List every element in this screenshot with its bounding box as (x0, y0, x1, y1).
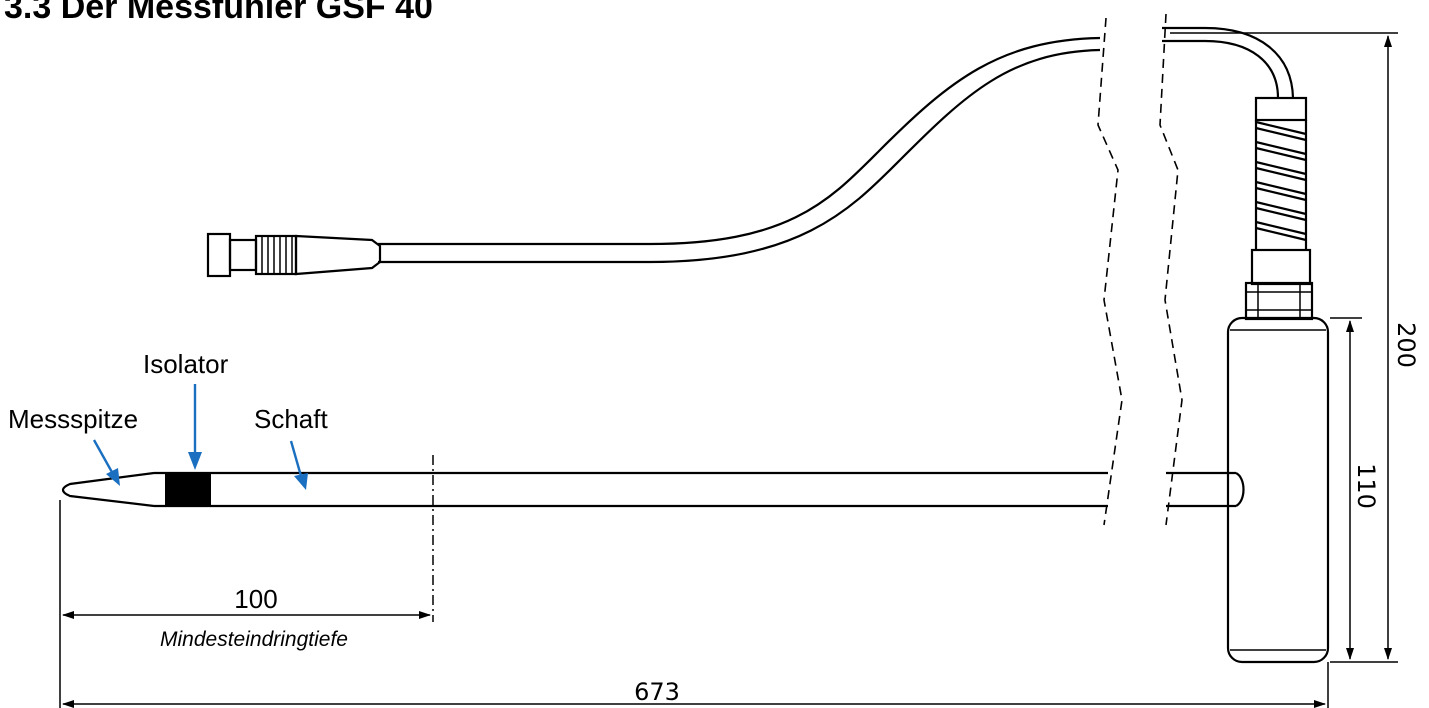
connector-grip (254, 234, 298, 276)
callout-schaft: Schaft (254, 404, 328, 490)
arrow-schaft (294, 473, 308, 490)
min-depth-caption: Mindesteindringtiefe (160, 628, 348, 651)
dim-673-label: 673 (634, 678, 680, 706)
strain-relief-spring (1254, 96, 1308, 250)
dim-110-label: 110 (1352, 463, 1380, 509)
handle (1226, 96, 1330, 664)
arrow-messspitze (106, 468, 120, 486)
dimension-200: 200 (1170, 32, 1420, 663)
callout-isolator: Isolator (143, 349, 229, 470)
label-isolator: Isolator (143, 349, 229, 379)
callout-messspitze: Messspitze (8, 404, 138, 486)
isolator-band (165, 473, 211, 506)
cable (378, 26, 1295, 264)
break-lines (1097, 13, 1183, 526)
dim-100-label: 100 (234, 584, 277, 614)
label-schaft: Schaft (254, 404, 328, 434)
section-heading: 3.3 Der Messfühler GSF 40 (4, 0, 433, 26)
label-messspitze: Messspitze (8, 404, 138, 434)
dimension-100: 100 Mindesteindringtiefe (59, 500, 431, 708)
arrow-isolator (188, 452, 202, 470)
shaft (154, 471, 1245, 508)
dim-200-label: 200 (1392, 322, 1420, 368)
measuring-tip (61, 471, 155, 508)
dimension-110: 110 (1330, 317, 1380, 660)
bnc-connector (206, 232, 382, 278)
dimension-673: 673 (62, 662, 1329, 708)
